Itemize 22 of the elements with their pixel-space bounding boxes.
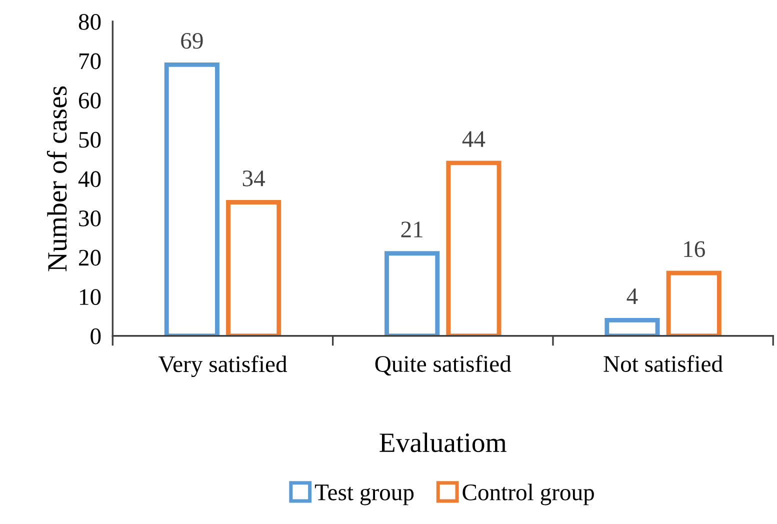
x-tick-label: Quite satisfied bbox=[375, 355, 512, 376]
data-label: 34 bbox=[242, 170, 265, 186]
y-tick-label: 30 bbox=[79, 210, 101, 226]
y-tick-label: 0 bbox=[90, 328, 101, 344]
y-tick-label: 40 bbox=[78, 171, 101, 188]
legend-label: Control group bbox=[462, 484, 594, 506]
x-tick-label: Very satisfied bbox=[158, 355, 288, 378]
y-tick-label: 20 bbox=[78, 250, 101, 266]
x-axis-title: Evaluatiom bbox=[380, 432, 506, 452]
y-tick-label: 60 bbox=[78, 92, 101, 109]
y-tick-label: 70 bbox=[80, 53, 101, 70]
data-label: 69 bbox=[181, 32, 203, 49]
y-tick-label: 80 bbox=[78, 14, 101, 30]
data-label: 21 bbox=[401, 222, 422, 238]
x-tick-label: Not satisfied bbox=[604, 355, 723, 372]
data-label: 16 bbox=[684, 241, 705, 258]
y-axis-title: Number of cases bbox=[46, 86, 67, 272]
data-label: 4 bbox=[626, 288, 638, 304]
y-tick-label: 10 bbox=[80, 289, 101, 306]
legend-label: Test group bbox=[314, 484, 414, 506]
y-tick-label: 50 bbox=[79, 132, 101, 148]
data-label: 44 bbox=[462, 131, 486, 147]
